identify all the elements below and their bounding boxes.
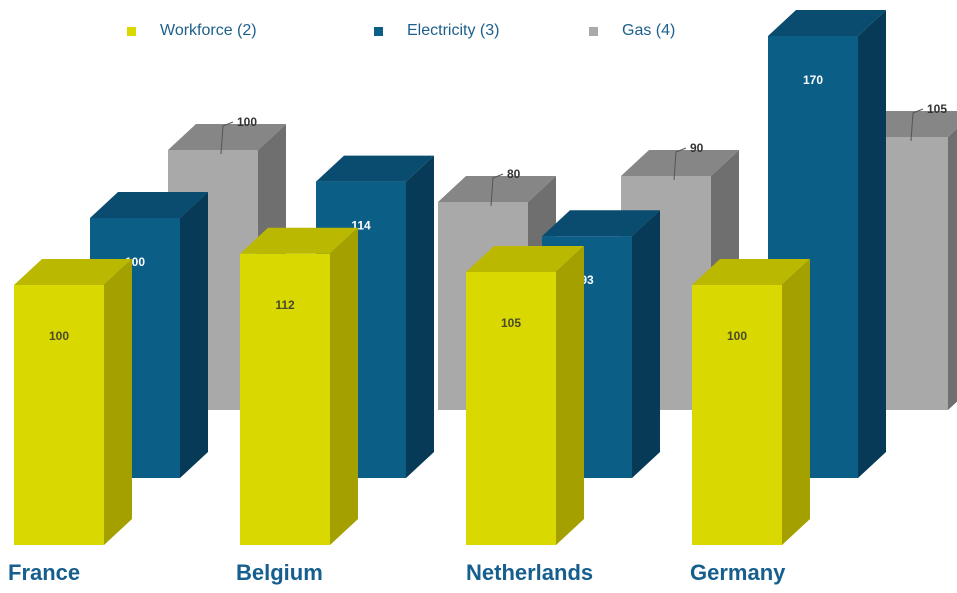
data-label-workforce-netherlands: 105	[501, 316, 521, 330]
callout-leader	[910, 108, 924, 142]
bar-side-face	[180, 192, 208, 478]
category-label-netherlands: Netherlands	[466, 560, 594, 585]
bar-side-face	[104, 259, 132, 545]
data-label-workforce-germany: 100	[727, 329, 747, 343]
bar-workforce-france: 100	[14, 259, 132, 545]
legend-label-electricity: Electricity (3)	[407, 22, 500, 39]
legend: Workforce (2) Electricity (3) Gas (4)	[0, 22, 957, 46]
legend-label-workforce: Workforce (2)	[160, 22, 257, 39]
bar-top-face	[438, 176, 556, 202]
bar-side-face	[406, 155, 434, 478]
bar-top-face	[316, 155, 434, 182]
bar-workforce-germany: 100	[692, 259, 810, 545]
legend-swatch-workforce	[127, 26, 136, 36]
bar-workforce-netherlands: 105	[466, 246, 584, 545]
legend-item-workforce[interactable]: Workforce (2)	[127, 22, 257, 40]
data-label-gas-belgium: 80	[507, 167, 521, 181]
category-label-belgium: Belgium	[236, 560, 323, 585]
data-label-workforce-belgium: 112	[275, 298, 295, 312]
bar-side-face	[556, 246, 584, 545]
bar-top-face	[14, 259, 132, 285]
bar-workforce-belgium: 112	[240, 227, 358, 546]
callout-leader	[220, 121, 234, 155]
bar-side-face	[948, 128, 957, 410]
bar-front-face	[240, 253, 330, 546]
legend-item-electricity[interactable]: Electricity (3)	[374, 22, 499, 40]
data-label-electricity-germany: 170	[803, 73, 823, 87]
bar-top-face	[621, 150, 739, 176]
workforce-series: 100 112 105 100	[14, 227, 810, 546]
bar-side-face	[330, 227, 358, 546]
bar-front-face	[466, 272, 556, 545]
bar-top-face	[692, 259, 810, 285]
bar-top-face	[542, 210, 660, 237]
bar-top-face	[240, 227, 358, 254]
callout-leader	[673, 147, 687, 181]
bar-side-face	[632, 210, 660, 478]
data-label-gas-france: 100	[237, 115, 257, 129]
data-label-gas-germany: 105	[927, 102, 947, 116]
legend-label-gas: Gas (4)	[622, 22, 676, 39]
bar-front-face	[14, 285, 104, 545]
category-label-france: France	[8, 560, 81, 585]
bar-side-face	[782, 259, 810, 545]
bar-top-face	[168, 124, 286, 150]
bar-front-face	[692, 285, 782, 545]
bar-top-face	[466, 246, 584, 272]
bar-top-face	[90, 192, 208, 218]
legend-item-gas[interactable]: Gas (4)	[589, 22, 675, 40]
category-label-germany: Germany	[690, 560, 786, 585]
legend-swatch-gas	[589, 26, 598, 36]
legend-swatch-electricity	[374, 26, 383, 36]
callout-leader	[490, 173, 504, 207]
bar-top-face	[768, 10, 886, 36]
bar-side-face	[858, 10, 886, 478]
data-label-gas-netherlands: 90	[690, 141, 704, 155]
data-label-workforce-france: 100	[49, 329, 69, 343]
